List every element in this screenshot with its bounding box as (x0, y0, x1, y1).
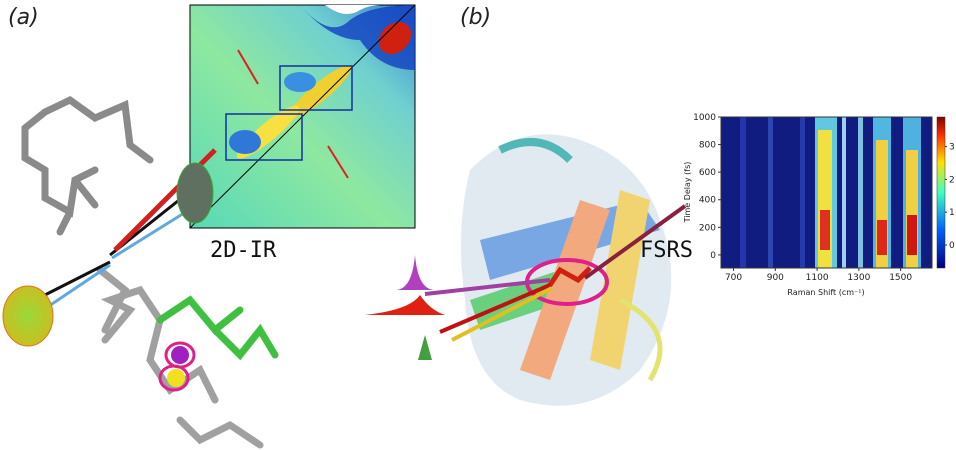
molecule-sticks (21, 95, 279, 449)
highlight-ring (158, 364, 190, 392)
y-tick-label: 800 (699, 141, 716, 151)
sample-ellipse (2, 285, 54, 347)
panel-label: (a) (8, 5, 39, 30)
technique-label: 2D-IR (210, 238, 277, 263)
x-tick-label: 900 (767, 273, 784, 283)
x-tick-label: 1100 (806, 273, 829, 283)
pulse-shape (365, 295, 445, 315)
y-tick-label: 1000 (693, 113, 716, 123)
atom (167, 369, 185, 387)
colorbar-tick-label: 1 (949, 208, 955, 218)
colorbar-tick-label: 3 (949, 143, 955, 153)
y-tick-label: 400 (699, 196, 716, 206)
laser-beams (424, 204, 687, 342)
detector-ellipse (176, 162, 214, 224)
y-tick-label: 0 (710, 251, 716, 261)
y-tick-label: 200 (699, 223, 716, 233)
heatmap (720, 116, 946, 269)
technique-label: FSRS (640, 238, 693, 263)
contour-plot (189, 4, 416, 229)
panel-label: (b) (460, 5, 491, 30)
y-tick-label: 600 (699, 168, 716, 178)
atom (171, 346, 189, 364)
y-axis-label: Time Delay (fs) (683, 162, 692, 224)
colorbar-tick-label: 2 (949, 175, 955, 185)
protein (461, 134, 672, 406)
x-axis-label: Raman Shift (cm⁻¹) (787, 288, 864, 297)
chromophore (545, 266, 592, 290)
x-tick-label: 700 (725, 273, 742, 283)
pulse-shape (395, 255, 435, 290)
x-tick-label: 1300 (847, 273, 870, 283)
pulse-shape (418, 335, 432, 360)
colorbar-tick-label: 0 (949, 241, 955, 251)
x-tick-label: 1500 (889, 273, 912, 283)
